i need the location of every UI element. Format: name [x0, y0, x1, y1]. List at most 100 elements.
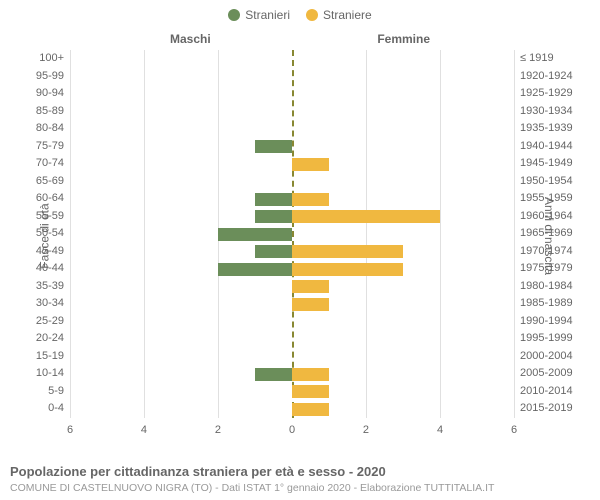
- age-label: 85-89: [24, 105, 64, 117]
- bar-male: [255, 140, 292, 153]
- age-row: 85-891930-1934: [70, 103, 514, 121]
- age-row: 55-591960-1964: [70, 208, 514, 226]
- age-label: 55-59: [24, 210, 64, 222]
- age-label: 100+: [24, 52, 64, 64]
- birth-year-label: 2000-2004: [520, 350, 586, 362]
- bar-male: [255, 210, 292, 223]
- age-row: 50-541965-1969: [70, 225, 514, 243]
- x-tick-label: 4: [141, 424, 147, 436]
- age-label: 50-54: [24, 227, 64, 239]
- age-row: 35-391980-1984: [70, 278, 514, 296]
- age-row: 10-142005-2009: [70, 365, 514, 383]
- side-title-female: Femmine: [377, 32, 430, 46]
- age-row: 30-341985-1989: [70, 295, 514, 313]
- bar-female: [292, 245, 403, 258]
- chart-footer: Popolazione per cittadinanza straniera p…: [10, 464, 590, 494]
- age-row: 90-941925-1929: [70, 85, 514, 103]
- age-row: 5-92010-2014: [70, 383, 514, 401]
- age-row: 80-841935-1939: [70, 120, 514, 138]
- age-label: 45-49: [24, 245, 64, 257]
- age-label: 5-9: [24, 385, 64, 397]
- age-label: 60-64: [24, 192, 64, 204]
- age-label: 95-99: [24, 70, 64, 82]
- bar-female: [292, 385, 329, 398]
- bar-male: [218, 263, 292, 276]
- footer-title: Popolazione per cittadinanza straniera p…: [10, 464, 590, 479]
- birth-year-label: 1975-1979: [520, 262, 586, 274]
- age-row: 0-42015-2019: [70, 400, 514, 418]
- birth-year-label: 1920-1924: [520, 70, 586, 82]
- bar-female: [292, 298, 329, 311]
- age-label: 0-4: [24, 402, 64, 414]
- age-row: 70-741945-1949: [70, 155, 514, 173]
- birth-year-label: 1955-1959: [520, 192, 586, 204]
- age-label: 90-94: [24, 87, 64, 99]
- bar-male: [255, 193, 292, 206]
- age-label: 10-14: [24, 367, 64, 379]
- x-tick-label: 2: [363, 424, 369, 436]
- bar-male: [255, 368, 292, 381]
- bar-male: [255, 245, 292, 258]
- birth-year-label: 2010-2014: [520, 385, 586, 397]
- bar-female: [292, 263, 403, 276]
- age-row: 45-491970-1974: [70, 243, 514, 261]
- birth-year-label: 1990-1994: [520, 315, 586, 327]
- x-tick-label: 6: [67, 424, 73, 436]
- age-row: 100+≤ 1919: [70, 50, 514, 68]
- birth-year-label: 1940-1944: [520, 140, 586, 152]
- birth-year-label: 1960-1964: [520, 210, 586, 222]
- age-label: 40-44: [24, 262, 64, 274]
- birth-year-label: 1970-1974: [520, 245, 586, 257]
- pyramid-chart: Maschi Femmine Fasce di età Anni di nasc…: [0, 26, 600, 446]
- x-tick-label: 0: [289, 424, 295, 436]
- legend-swatch-female: [306, 9, 318, 21]
- birth-year-label: 1995-1999: [520, 332, 586, 344]
- legend-label-male: Stranieri: [245, 8, 290, 22]
- plot-area: 100+≤ 191995-991920-192490-941925-192985…: [70, 50, 514, 418]
- bar-male: [218, 228, 292, 241]
- age-label: 75-79: [24, 140, 64, 152]
- legend-swatch-male: [228, 9, 240, 21]
- side-title-male: Maschi: [170, 32, 211, 46]
- age-row: 75-791940-1944: [70, 138, 514, 156]
- age-label: 70-74: [24, 157, 64, 169]
- birth-year-label: 1935-1939: [520, 122, 586, 134]
- grid-line: [514, 50, 515, 418]
- age-row: 15-192000-2004: [70, 348, 514, 366]
- legend-item-male: Stranieri: [228, 8, 290, 22]
- age-row: 40-441975-1979: [70, 260, 514, 278]
- age-row: 60-641955-1959: [70, 190, 514, 208]
- x-tick-label: 2: [215, 424, 221, 436]
- age-label: 65-69: [24, 175, 64, 187]
- age-label: 20-24: [24, 332, 64, 344]
- birth-year-label: 2005-2009: [520, 367, 586, 379]
- age-label: 25-29: [24, 315, 64, 327]
- birth-year-label: ≤ 1919: [520, 52, 586, 64]
- birth-year-label: 1950-1954: [520, 175, 586, 187]
- legend-item-female: Straniere: [306, 8, 372, 22]
- x-tick-label: 6: [511, 424, 517, 436]
- bar-female: [292, 210, 440, 223]
- age-label: 80-84: [24, 122, 64, 134]
- bar-female: [292, 280, 329, 293]
- birth-year-label: 1985-1989: [520, 297, 586, 309]
- birth-year-label: 1925-1929: [520, 87, 586, 99]
- birth-year-label: 1980-1984: [520, 280, 586, 292]
- birth-year-label: 1945-1949: [520, 157, 586, 169]
- footer-subtitle: COMUNE DI CASTELNUOVO NIGRA (TO) - Dati …: [10, 482, 590, 494]
- x-tick-label: 4: [437, 424, 443, 436]
- age-label: 30-34: [24, 297, 64, 309]
- bar-female: [292, 403, 329, 416]
- birth-year-label: 1965-1969: [520, 227, 586, 239]
- age-label: 35-39: [24, 280, 64, 292]
- birth-year-label: 1930-1934: [520, 105, 586, 117]
- age-label: 15-19: [24, 350, 64, 362]
- age-row: 95-991920-1924: [70, 68, 514, 86]
- age-row: 25-291990-1994: [70, 313, 514, 331]
- bar-female: [292, 158, 329, 171]
- bar-female: [292, 368, 329, 381]
- legend: Stranieri Straniere: [0, 0, 600, 26]
- legend-label-female: Straniere: [323, 8, 372, 22]
- birth-year-label: 2015-2019: [520, 402, 586, 414]
- age-row: 20-241995-1999: [70, 330, 514, 348]
